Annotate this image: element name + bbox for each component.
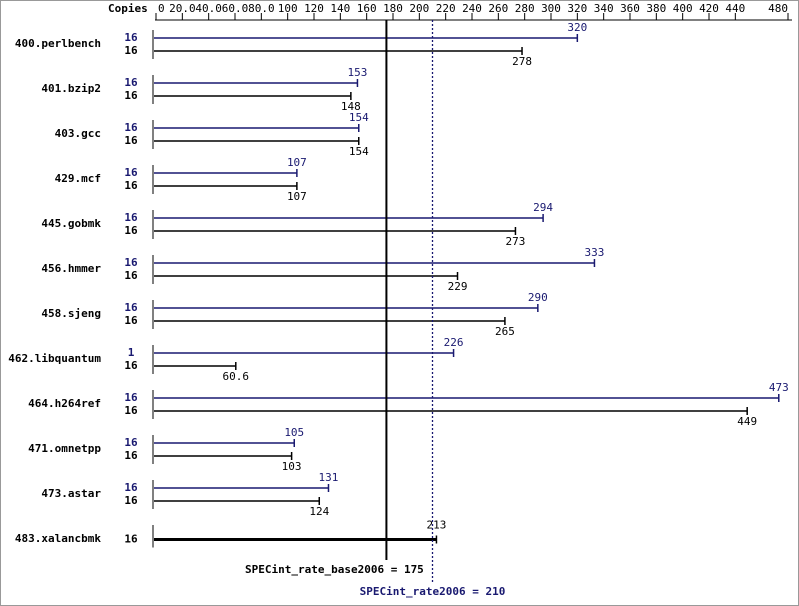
value-label: 103 bbox=[282, 460, 302, 473]
copies-label: 16 bbox=[124, 301, 138, 314]
category-label: 429.mcf bbox=[55, 172, 101, 185]
copies-label: 16 bbox=[124, 76, 138, 89]
category-label: 403.gcc bbox=[55, 127, 101, 140]
value-label: 229 bbox=[448, 280, 468, 293]
category-label: 462.libquantum bbox=[8, 352, 101, 365]
value-label: 290 bbox=[528, 291, 548, 304]
copies-label: 16 bbox=[124, 314, 138, 327]
copies-label: 16 bbox=[124, 224, 138, 237]
copies-label: 16 bbox=[124, 211, 138, 224]
value-label: 107 bbox=[287, 156, 307, 169]
x-tick-label: 300 bbox=[541, 2, 561, 15]
axis-label: Copies bbox=[108, 2, 148, 15]
value-label: 449 bbox=[737, 415, 757, 428]
copies-label: 16 bbox=[124, 404, 138, 417]
x-tick-label: 200 bbox=[409, 2, 429, 15]
x-tick-label: 400 bbox=[673, 2, 693, 15]
value-label: 131 bbox=[319, 471, 339, 484]
x-tick-label: 480 bbox=[768, 2, 788, 15]
value-label: 154 bbox=[349, 111, 369, 124]
x-tick-label: 60.0 bbox=[222, 2, 249, 15]
x-tick-label: 40.0 bbox=[195, 2, 222, 15]
value-label: 148 bbox=[341, 100, 361, 113]
copies-label: 16 bbox=[124, 481, 138, 494]
copies-label: 1 bbox=[128, 346, 135, 359]
value-label: 124 bbox=[309, 505, 329, 518]
copies-label: 16 bbox=[124, 436, 138, 449]
category-label: 473.astar bbox=[41, 487, 101, 500]
x-tick-label: 180 bbox=[383, 2, 403, 15]
copies-label: 16 bbox=[124, 166, 138, 179]
category-label: 401.bzip2 bbox=[41, 82, 101, 95]
x-tick-label: 440 bbox=[725, 2, 745, 15]
category-label: 458.sjeng bbox=[41, 307, 101, 320]
reference-label: SPECint_rate2006 = 210 bbox=[360, 585, 506, 598]
value-label: 333 bbox=[585, 246, 605, 259]
value-label: 273 bbox=[506, 235, 526, 248]
copies-label: 16 bbox=[124, 121, 138, 134]
copies-label: 16 bbox=[124, 256, 138, 269]
copies-label: 16 bbox=[124, 134, 138, 147]
value-label: 265 bbox=[495, 325, 515, 338]
value-label: 294 bbox=[533, 201, 553, 214]
copies-label: 16 bbox=[124, 44, 138, 57]
value-label: 226 bbox=[444, 336, 464, 349]
copies-label: 16 bbox=[124, 449, 138, 462]
value-label: 320 bbox=[567, 21, 587, 34]
category-label: 464.h264ref bbox=[28, 397, 101, 410]
copies-label: 16 bbox=[124, 179, 138, 192]
x-tick-label: 360 bbox=[620, 2, 640, 15]
x-tick-label: 160 bbox=[357, 2, 377, 15]
x-tick-label: 80.0 bbox=[248, 2, 275, 15]
x-tick-label: 0 bbox=[158, 2, 165, 15]
x-tick-label: 120 bbox=[304, 2, 324, 15]
category-label: 445.gobmk bbox=[41, 217, 101, 230]
category-label: 471.omnetpp bbox=[28, 442, 101, 455]
x-tick-label: 340 bbox=[594, 2, 614, 15]
copies-label: 16 bbox=[124, 533, 138, 546]
x-tick-label: 20.0 bbox=[169, 2, 196, 15]
copies-label: 16 bbox=[124, 391, 138, 404]
x-tick-label: 420 bbox=[699, 2, 719, 15]
value-label: 153 bbox=[348, 66, 368, 79]
x-tick-label: 220 bbox=[436, 2, 456, 15]
value-label: 105 bbox=[284, 426, 304, 439]
x-tick-label: 140 bbox=[330, 2, 350, 15]
value-label: 60.6 bbox=[223, 370, 250, 383]
x-tick-label: 100 bbox=[278, 2, 298, 15]
value-label: 154 bbox=[349, 145, 369, 158]
x-tick-label: 240 bbox=[462, 2, 482, 15]
x-tick-label: 280 bbox=[515, 2, 535, 15]
value-label: 278 bbox=[512, 55, 532, 68]
value-label: 473 bbox=[769, 381, 789, 394]
x-tick-label: 320 bbox=[567, 2, 587, 15]
x-tick-label: 380 bbox=[646, 2, 666, 15]
copies-label: 16 bbox=[124, 494, 138, 507]
value-label: 213 bbox=[427, 519, 447, 532]
category-label: 483.xalancbmk bbox=[15, 532, 101, 545]
copies-label: 16 bbox=[124, 269, 138, 282]
copies-label: 16 bbox=[124, 359, 138, 372]
reference-label: SPECint_rate_base2006 = 175 bbox=[245, 563, 424, 576]
category-label: 456.hmmer bbox=[41, 262, 101, 275]
copies-label: 16 bbox=[124, 89, 138, 102]
value-label: 107 bbox=[287, 190, 307, 203]
copies-label: 16 bbox=[124, 31, 138, 44]
x-tick-label: 260 bbox=[488, 2, 508, 15]
category-label: 400.perlbench bbox=[15, 37, 101, 50]
